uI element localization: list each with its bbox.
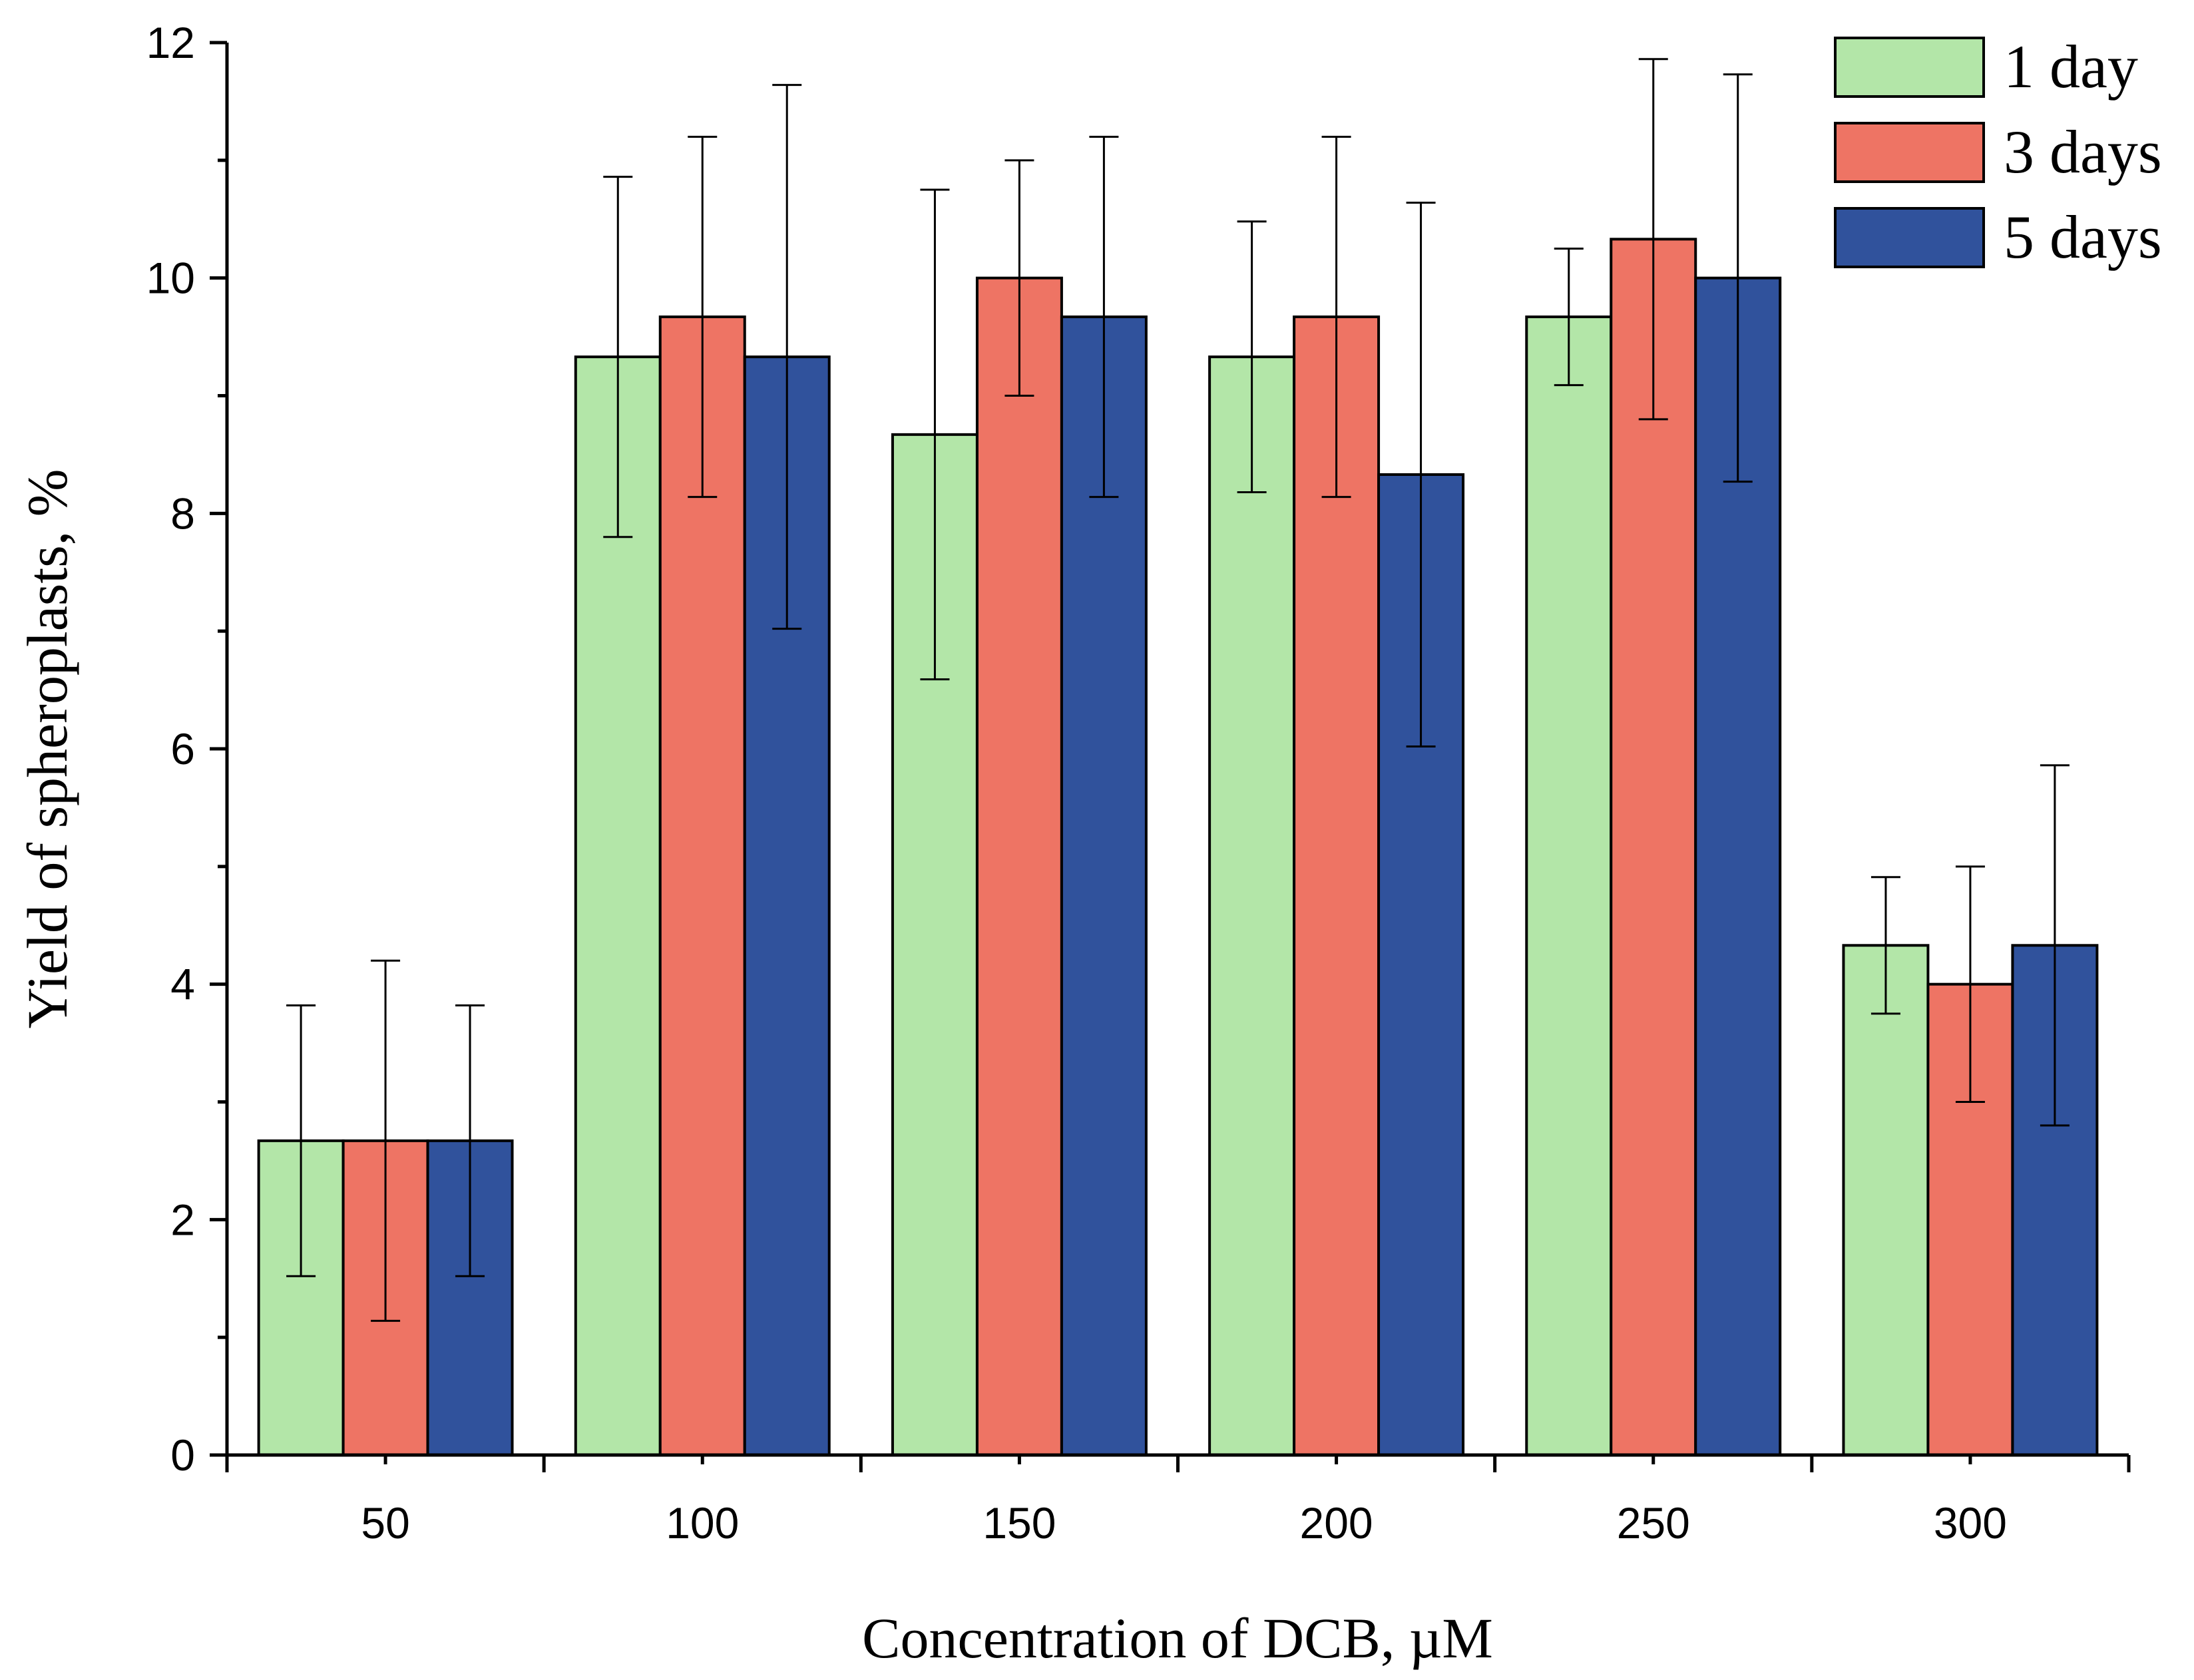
bars-layer bbox=[257, 238, 2099, 1457]
legend-swatch-3-days bbox=[1834, 122, 1985, 183]
y-tick-label-12: 12 bbox=[146, 18, 195, 67]
x-tick-label-300: 300 bbox=[1934, 1498, 2007, 1548]
bar-150-3-days bbox=[975, 276, 1063, 1457]
bar-300-1-day bbox=[1842, 944, 1930, 1456]
x-tick-label-150: 150 bbox=[983, 1498, 1056, 1548]
bar-250-3-days bbox=[1610, 238, 1697, 1457]
legend-swatch-1-day bbox=[1834, 37, 1985, 98]
error-bars-layer bbox=[286, 58, 2070, 1322]
x-tick-label-250: 250 bbox=[1617, 1498, 1690, 1548]
y-ticks: 0 2 4 6 8 10 12 bbox=[146, 18, 227, 1480]
bar-200-1-day bbox=[1208, 355, 1296, 1456]
legend-label-5-days: 5 days bbox=[2004, 203, 2162, 271]
y-axis-title: Yield of spheroplasts, % bbox=[15, 469, 79, 1029]
x-ticks: 50 100 150 200 250 300 bbox=[225, 1455, 2131, 1548]
x-tick-label-200: 200 bbox=[1300, 1498, 1373, 1548]
x-tick-label-100: 100 bbox=[666, 1498, 739, 1548]
bar-150-5-days bbox=[1060, 315, 1148, 1457]
y-tick-label-10: 10 bbox=[146, 254, 195, 303]
bar-250-1-day bbox=[1525, 315, 1613, 1457]
legend-label-1-day: 1 day bbox=[2004, 33, 2138, 101]
y-tick-label-6: 6 bbox=[170, 724, 195, 773]
x-axis-title: Concentration of DCB, µM bbox=[862, 1606, 1493, 1670]
y-tick-label-4: 4 bbox=[170, 960, 195, 1009]
y-tick-label-2: 2 bbox=[170, 1195, 195, 1244]
x-tick-label-50: 50 bbox=[361, 1498, 409, 1548]
y-tick-label-8: 8 bbox=[170, 489, 195, 538]
legend-swatch-5-days bbox=[1834, 207, 1985, 268]
y-tick-label-0: 0 bbox=[170, 1430, 195, 1480]
legend-label-3-days: 3 days bbox=[2004, 118, 2162, 186]
legend: 1 day 3 days 5 days bbox=[1834, 33, 2162, 271]
